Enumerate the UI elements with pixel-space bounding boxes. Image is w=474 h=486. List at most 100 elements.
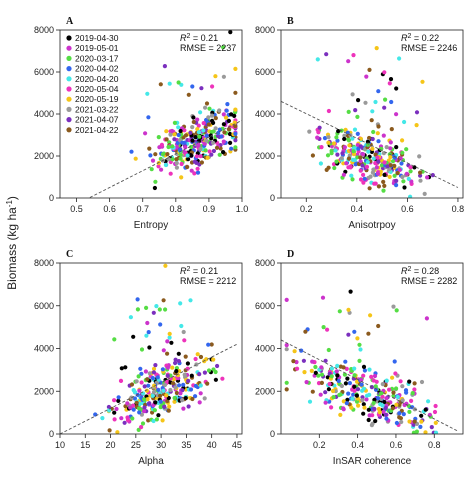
data-point xyxy=(204,133,209,138)
x-tick-label: 0.5 xyxy=(70,204,83,214)
data-point xyxy=(407,379,412,384)
trend-line xyxy=(87,119,242,198)
data-point xyxy=(329,374,334,379)
data-point xyxy=(228,30,233,35)
data-point xyxy=(380,394,385,399)
y-tick-label: 6000 xyxy=(255,67,275,77)
data-point xyxy=(367,135,372,141)
data-point xyxy=(341,172,346,177)
data-point xyxy=(206,122,211,127)
data-point xyxy=(367,413,372,418)
data-point xyxy=(321,325,326,330)
data-point xyxy=(211,140,216,145)
data-point xyxy=(153,152,158,157)
legend-entry: 2020-04-20 xyxy=(75,74,119,84)
data-point xyxy=(327,381,332,387)
data-point xyxy=(142,384,147,389)
data-point xyxy=(394,86,399,91)
data-point xyxy=(137,406,142,411)
data-point xyxy=(408,165,413,170)
data-point xyxy=(153,179,158,184)
data-point xyxy=(307,399,313,404)
data-point xyxy=(320,295,326,300)
data-point xyxy=(358,177,364,182)
data-point xyxy=(189,168,194,173)
y-tick-label: 0 xyxy=(270,193,275,203)
data-point xyxy=(152,408,157,413)
data-point xyxy=(319,365,324,370)
data-point xyxy=(181,329,186,335)
x-tick-label: 30 xyxy=(156,440,166,450)
data-point xyxy=(388,77,394,82)
data-point xyxy=(315,57,320,62)
data-point xyxy=(183,354,188,359)
data-point xyxy=(357,342,362,347)
data-point xyxy=(383,412,388,417)
data-point xyxy=(418,178,423,183)
data-point xyxy=(233,131,238,136)
x-tick-label: 0.6 xyxy=(103,204,116,214)
data-point xyxy=(404,390,409,395)
data-point xyxy=(313,364,318,370)
data-point xyxy=(208,133,213,138)
data-point xyxy=(146,115,151,120)
data-point xyxy=(151,366,157,371)
data-point xyxy=(404,147,409,152)
r-squared-label: R2 = 0.21 xyxy=(180,33,218,43)
data-point xyxy=(385,164,390,169)
data-point xyxy=(163,307,168,312)
data-point xyxy=(423,430,428,434)
data-point xyxy=(361,411,366,416)
data-point xyxy=(345,130,350,135)
data-point xyxy=(172,395,177,401)
data-point xyxy=(319,145,324,150)
data-point xyxy=(213,126,218,131)
data-point xyxy=(399,161,404,166)
x-tick-label: 0.8 xyxy=(452,204,465,214)
data-point xyxy=(135,307,140,312)
data-point xyxy=(166,408,171,413)
x-axis-label: Entropy xyxy=(134,220,168,231)
data-point xyxy=(409,398,414,403)
data-point xyxy=(336,129,341,134)
data-point xyxy=(180,388,185,393)
data-point xyxy=(351,149,356,154)
data-point xyxy=(324,167,329,172)
data-point xyxy=(392,359,397,364)
data-point xyxy=(158,82,163,87)
data-point xyxy=(371,156,376,161)
data-point xyxy=(335,373,340,378)
data-point xyxy=(149,167,154,172)
data-point xyxy=(383,405,388,411)
data-point xyxy=(362,405,367,410)
data-point xyxy=(340,151,345,156)
data-point xyxy=(420,79,425,84)
data-point xyxy=(174,165,179,170)
data-point xyxy=(232,120,237,125)
data-point xyxy=(181,406,186,411)
data-point xyxy=(398,379,403,384)
data-point xyxy=(358,136,363,141)
data-point xyxy=(198,110,203,115)
data-point xyxy=(414,110,420,115)
data-point xyxy=(156,164,161,169)
data-point xyxy=(418,173,423,178)
data-point xyxy=(309,368,314,373)
data-point xyxy=(115,430,120,434)
data-point xyxy=(393,371,398,376)
data-point xyxy=(371,129,376,135)
data-point xyxy=(183,133,189,138)
data-point xyxy=(166,395,171,401)
panel-d: 0.2 0.4 0.6 0.8 0 2000 4000 6000 8000 InSAR coher… xyxy=(255,249,464,467)
y-tick-label: 0 xyxy=(49,193,54,203)
data-point xyxy=(352,373,357,378)
data-point xyxy=(424,316,429,321)
data-point xyxy=(371,400,376,406)
data-point xyxy=(213,377,218,382)
data-point xyxy=(151,418,156,424)
data-point xyxy=(157,307,162,312)
x-tick-label: 0.4 xyxy=(351,204,364,214)
data-point xyxy=(319,380,324,385)
data-point xyxy=(165,365,170,370)
x-tick-label: 0.6 xyxy=(401,204,414,214)
